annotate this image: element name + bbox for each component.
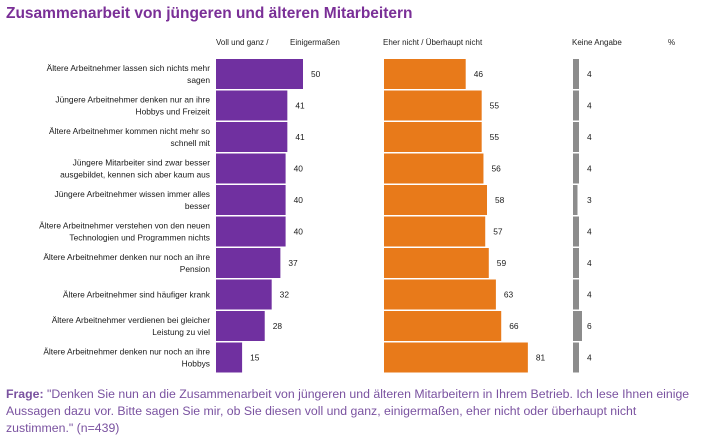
category-label: Jüngere Arbeitnehmer denken nur an ihre <box>55 95 210 105</box>
question-label: Frage: <box>6 387 44 401</box>
data-label-voll-und-ganz: 50 <box>311 69 321 79</box>
data-label-eher-nicht: 66 <box>509 321 519 331</box>
column-header-unit: % <box>668 38 676 47</box>
category-label: Jüngere Arbeitnehmer wissen immer alles <box>55 189 210 199</box>
question-footnote: Frage: "Denken Sie nun an die Zusammenar… <box>6 386 700 437</box>
data-label-keine-angabe: 4 <box>587 101 592 111</box>
column-header-eher-nicht: Eher nicht / Überhaupt nicht <box>383 38 483 47</box>
bar-voll-und-ganz <box>216 185 286 215</box>
data-label-voll-und-ganz: 32 <box>280 290 290 300</box>
data-label-keine-angabe: 6 <box>587 321 592 331</box>
data-label-eher-nicht: 55 <box>490 101 500 111</box>
data-label-voll-und-ganz: 37 <box>288 258 298 268</box>
data-label-voll-und-ganz: 40 <box>294 227 304 237</box>
data-label-voll-und-ganz: 15 <box>250 353 260 363</box>
bar-voll-und-ganz <box>216 59 303 89</box>
category-label: Hobbys <box>182 359 210 369</box>
bar-keine-angabe <box>573 59 579 89</box>
category-label: Ältere Arbeitnehmer denken nur noch an i… <box>43 347 210 357</box>
bar-eher-nicht <box>384 153 484 184</box>
data-label-keine-angabe: 4 <box>587 164 592 174</box>
category-label: Ältere Arbeitnehmer kommen nicht mehr so <box>49 126 210 136</box>
bar-eher-nicht <box>384 342 528 373</box>
data-label-keine-angabe: 4 <box>587 227 592 237</box>
data-label-keine-angabe: 3 <box>587 195 592 205</box>
bar-voll-und-ganz <box>216 216 286 247</box>
bar-keine-angabe <box>573 216 579 247</box>
column-header-voll-und-ganz: Voll und ganz / <box>216 38 269 47</box>
bar-keine-angabe <box>573 311 582 341</box>
data-label-eher-nicht: 55 <box>490 132 500 142</box>
category-label: Leistung zu viel <box>152 327 210 337</box>
bar-eher-nicht <box>384 90 482 121</box>
data-label-keine-angabe: 4 <box>587 258 592 268</box>
data-label-eher-nicht: 56 <box>491 164 501 174</box>
column-header-keine-angabe: Keine Angabe <box>572 38 622 47</box>
bar-keine-angabe <box>573 185 578 215</box>
bar-keine-angabe <box>573 342 579 373</box>
data-label-eher-nicht: 58 <box>495 195 505 205</box>
column-header-einigermassen: Einigermaßen <box>290 38 340 47</box>
category-label: Pension <box>180 264 211 274</box>
data-label-voll-und-ganz: 28 <box>273 321 283 331</box>
data-label-keine-angabe: 4 <box>587 290 592 300</box>
data-label-eher-nicht: 81 <box>536 353 546 363</box>
chart-title: Zusammenarbeit von jüngeren und älteren … <box>6 5 413 22</box>
bar-voll-und-ganz <box>216 311 265 341</box>
category-label: schnell mit <box>170 138 210 148</box>
bar-eher-nicht <box>384 216 486 247</box>
bar-voll-und-ganz <box>216 153 286 184</box>
category-label: Jüngere Mitarbeiter sind zwar besser <box>73 158 211 168</box>
category-label: Ältere Arbeitnehmer verstehen von den ne… <box>39 221 210 231</box>
bar-eher-nicht <box>384 279 496 310</box>
bar-keine-angabe <box>573 122 579 152</box>
question-text: "Denken Sie nun an die Zusammenarbeit vo… <box>6 387 690 435</box>
bar-eher-nicht <box>384 185 488 215</box>
data-label-voll-und-ganz: 40 <box>294 195 304 205</box>
bar-voll-und-ganz <box>216 279 272 310</box>
data-label-keine-angabe: 4 <box>587 132 592 142</box>
category-label: Hobbys und Freizeit <box>136 107 211 117</box>
bar-chart: Ältere Arbeitnehmer lassen sich nichts m… <box>39 59 592 373</box>
bar-voll-und-ganz <box>216 90 288 121</box>
category-label: ausgebildet, kennen sich aber kaum aus <box>60 170 210 180</box>
category-label: Technologien und Programmen nichts <box>69 233 210 243</box>
data-label-eher-nicht: 46 <box>474 69 484 79</box>
data-label-voll-und-ganz: 41 <box>295 101 305 111</box>
category-label: Ältere Arbeitnehmer sind häufiger krank <box>63 290 211 300</box>
bar-eher-nicht <box>384 59 466 89</box>
bar-voll-und-ganz <box>216 122 288 152</box>
data-label-keine-angabe: 4 <box>587 69 592 79</box>
data-label-eher-nicht: 57 <box>493 227 503 237</box>
bar-keine-angabe <box>573 90 579 121</box>
category-label: sagen <box>187 75 210 85</box>
category-label: Ältere Arbeitnehmer denken nur noch an i… <box>43 252 210 262</box>
bar-keine-angabe <box>573 248 579 278</box>
data-label-voll-und-ganz: 40 <box>294 164 304 174</box>
data-label-eher-nicht: 59 <box>497 258 507 268</box>
bar-voll-und-ganz <box>216 342 243 373</box>
data-label-eher-nicht: 63 <box>504 290 514 300</box>
data-label-voll-und-ganz: 41 <box>295 132 305 142</box>
bar-keine-angabe <box>573 153 579 184</box>
bar-eher-nicht <box>384 311 502 341</box>
category-label: besser <box>185 201 210 211</box>
data-label-keine-angabe: 4 <box>587 353 592 363</box>
bar-eher-nicht <box>384 248 489 278</box>
category-label: Ältere Arbeitnehmer verdienen bei gleich… <box>52 315 210 325</box>
bar-keine-angabe <box>573 279 579 310</box>
bar-eher-nicht <box>384 122 482 152</box>
bar-voll-und-ganz <box>216 248 281 278</box>
category-label: Ältere Arbeitnehmer lassen sich nichts m… <box>47 63 211 73</box>
